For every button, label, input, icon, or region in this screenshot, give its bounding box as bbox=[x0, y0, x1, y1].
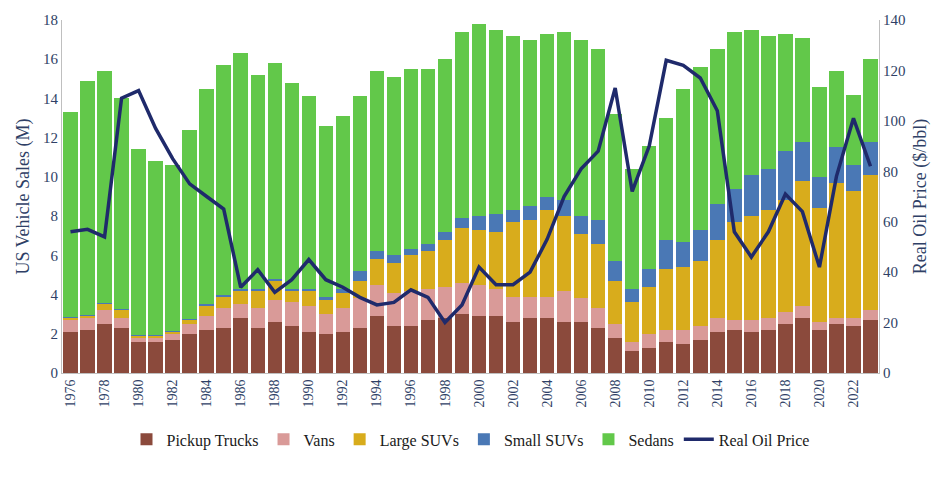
svg-text:20: 20 bbox=[883, 315, 898, 331]
svg-text:6: 6 bbox=[51, 248, 59, 264]
svg-text:80: 80 bbox=[883, 164, 898, 180]
svg-text:2016: 2016 bbox=[744, 380, 759, 408]
svg-text:1990: 1990 bbox=[301, 380, 316, 408]
svg-text:2012: 2012 bbox=[676, 380, 691, 408]
svg-text:2002: 2002 bbox=[506, 380, 521, 408]
svg-text:1996: 1996 bbox=[403, 380, 418, 408]
svg-text:Real Oil Price: Real Oil Price bbox=[719, 432, 810, 449]
svg-text:1982: 1982 bbox=[165, 380, 180, 408]
svg-text:2010: 2010 bbox=[642, 380, 657, 408]
svg-text:2014: 2014 bbox=[710, 380, 725, 408]
svg-text:1986: 1986 bbox=[233, 380, 248, 408]
svg-text:14: 14 bbox=[43, 91, 59, 107]
svg-text:8: 8 bbox=[51, 208, 59, 224]
svg-text:2: 2 bbox=[51, 326, 59, 342]
svg-text:16: 16 bbox=[43, 51, 59, 67]
svg-text:2020: 2020 bbox=[812, 380, 827, 408]
svg-text:0: 0 bbox=[883, 365, 891, 381]
svg-text:2018: 2018 bbox=[778, 380, 793, 408]
svg-text:Vans: Vans bbox=[304, 432, 335, 449]
svg-text:1984: 1984 bbox=[199, 380, 214, 408]
svg-text:2006: 2006 bbox=[574, 380, 589, 408]
svg-text:Large SUVs: Large SUVs bbox=[380, 432, 459, 450]
svg-text:10: 10 bbox=[43, 169, 58, 185]
svg-text:2000: 2000 bbox=[472, 380, 487, 408]
svg-text:2008: 2008 bbox=[608, 380, 623, 408]
svg-text:18: 18 bbox=[43, 12, 58, 28]
svg-text:1978: 1978 bbox=[97, 380, 112, 408]
svg-text:1992: 1992 bbox=[335, 380, 350, 408]
svg-text:120: 120 bbox=[883, 63, 906, 79]
svg-text:Sedans: Sedans bbox=[628, 432, 673, 449]
svg-text:60: 60 bbox=[883, 214, 898, 230]
svg-text:Pickup Trucks: Pickup Trucks bbox=[167, 432, 259, 450]
svg-text:1994: 1994 bbox=[369, 380, 384, 408]
svg-text:40: 40 bbox=[883, 264, 898, 280]
svg-text:0: 0 bbox=[51, 365, 59, 381]
svg-text:2022: 2022 bbox=[846, 380, 861, 408]
svg-text:1998: 1998 bbox=[438, 380, 453, 408]
svg-text:1976: 1976 bbox=[63, 380, 78, 408]
svg-text:4: 4 bbox=[51, 287, 59, 303]
svg-text:1988: 1988 bbox=[267, 380, 282, 408]
svg-text:Small SUVs: Small SUVs bbox=[504, 432, 584, 449]
svg-text:100: 100 bbox=[883, 113, 906, 129]
svg-text:US Vehicle Sales (M): US Vehicle Sales (M) bbox=[13, 118, 34, 274]
svg-text:140: 140 bbox=[883, 12, 906, 28]
svg-text:1980: 1980 bbox=[131, 380, 146, 408]
svg-text:12: 12 bbox=[43, 130, 58, 146]
svg-text:2004: 2004 bbox=[540, 380, 555, 408]
svg-text:Real Oil Price ($/bbl): Real Oil Price ($/bbl) bbox=[910, 119, 931, 274]
